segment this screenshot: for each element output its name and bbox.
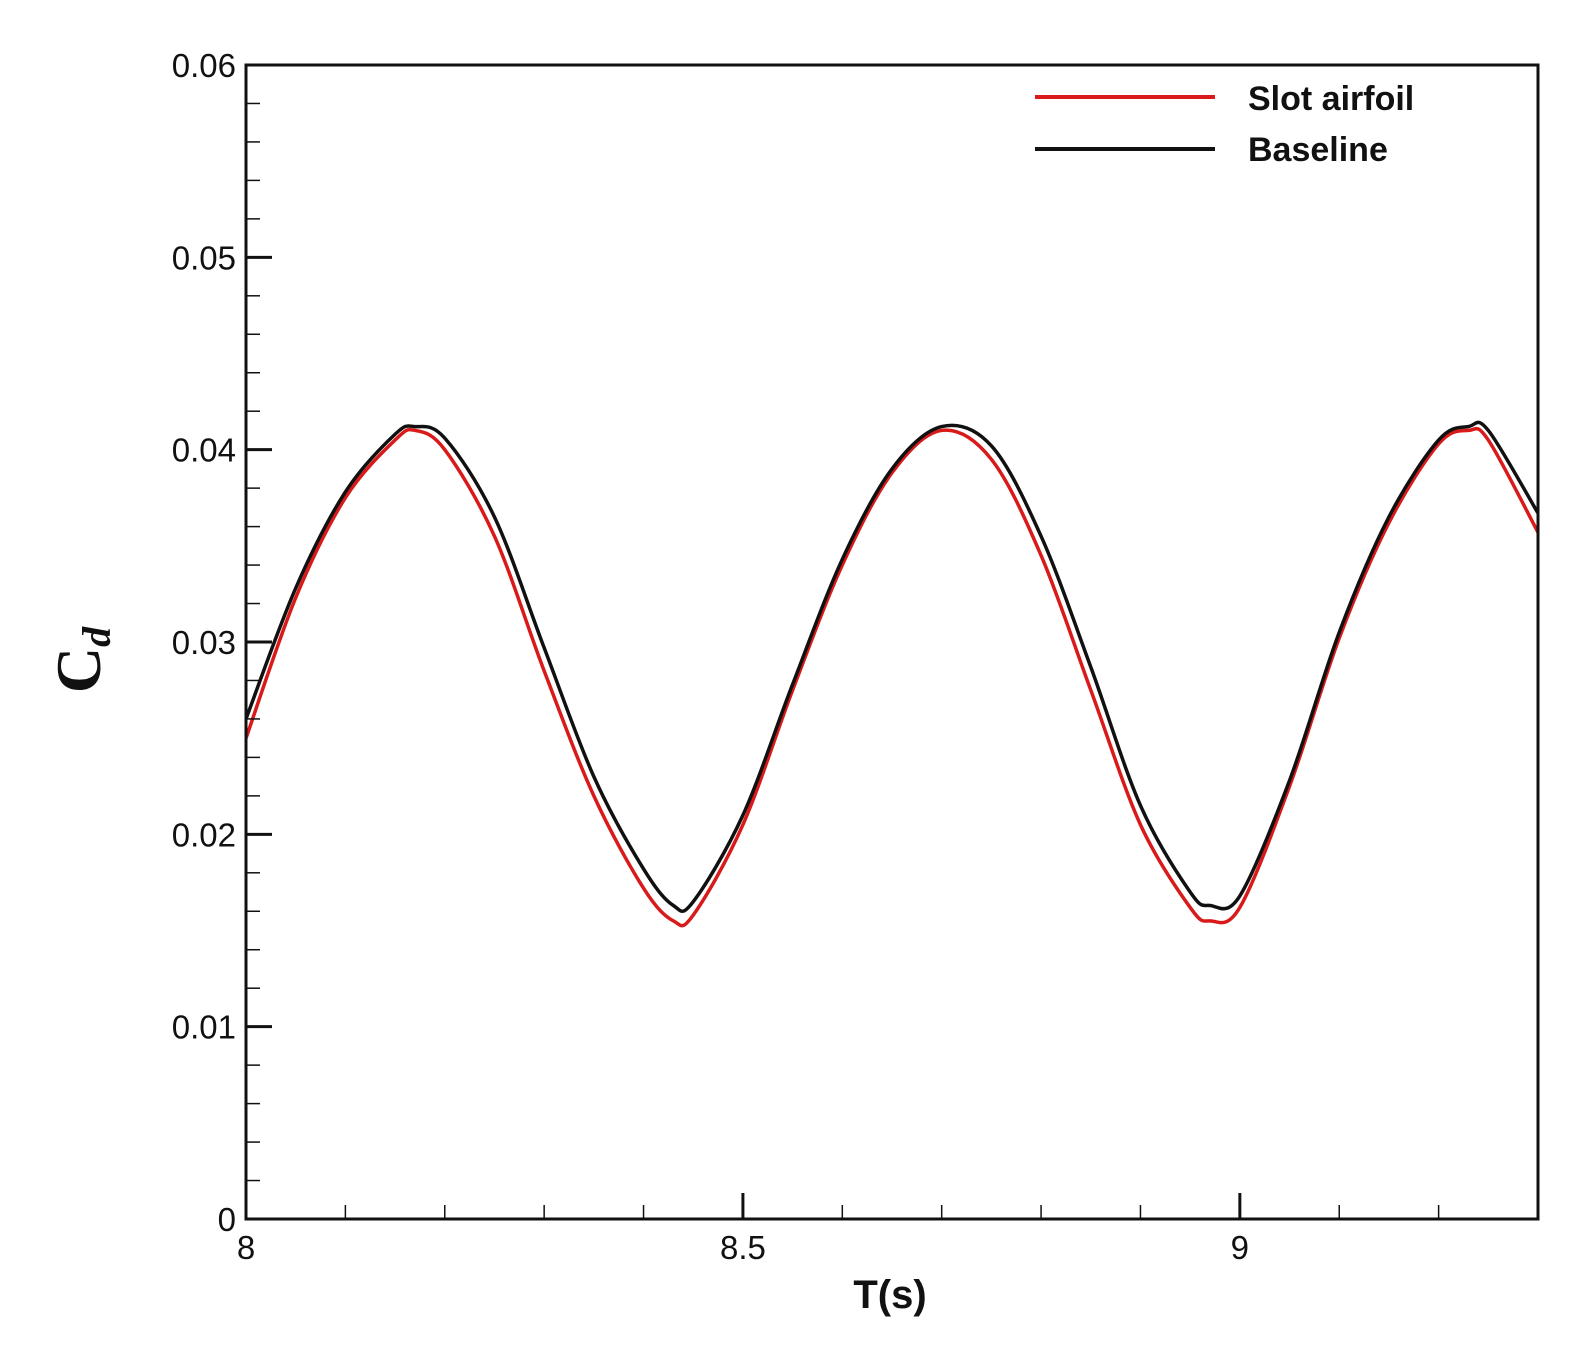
y-tick-label: 0.03 [172,624,236,661]
x-axis-title: T(s) [853,1273,926,1317]
x-tick-label: 9 [1231,1229,1249,1266]
tick-labels: 0 0.01 0.02 0.03 0.04 0.05 0.06 8 8.5 9 [172,47,1249,1266]
y-axis-title: Cd [43,626,119,693]
y-tick-label: 0 [218,1201,236,1238]
y-tick-label: 0.06 [172,47,236,84]
legend-label-slot-airfoil: Slot airfoil [1248,80,1414,118]
y-axis-title-subscript: d [74,626,119,647]
x-tick-label: 8 [237,1229,255,1266]
legend: Slot airfoil Baseline [1035,80,1414,169]
y-axis-title-main: C [43,647,114,693]
series-line-baseline [246,420,1538,913]
y-tick-label: 0.05 [172,239,236,276]
y-tick-label: 0.04 [172,432,236,469]
y-tick-label: 0.01 [172,1009,236,1046]
x-tick-label: 8.5 [720,1229,766,1266]
series-layer [246,420,1538,928]
y-tick-label: 0.02 [172,816,236,853]
series-line-slot-airfoil [246,426,1538,928]
plot-frame [244,63,1540,1221]
legend-label-baseline: Baseline [1248,131,1388,169]
axis-ticks [244,63,1539,1221]
